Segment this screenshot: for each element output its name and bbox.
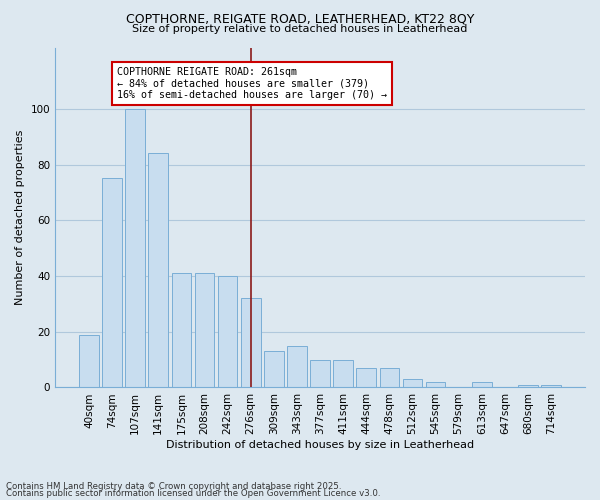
Bar xyxy=(241,298,260,388)
Bar xyxy=(287,346,307,388)
Bar xyxy=(148,154,168,388)
Text: COPTHORNE, REIGATE ROAD, LEATHERHEAD, KT22 8QY: COPTHORNE, REIGATE ROAD, LEATHERHEAD, KT… xyxy=(126,12,474,26)
Bar xyxy=(403,379,422,388)
Text: COPTHORNE REIGATE ROAD: 261sqm
← 84% of detached houses are smaller (379)
16% of: COPTHORNE REIGATE ROAD: 261sqm ← 84% of … xyxy=(116,67,386,100)
Bar xyxy=(102,178,122,388)
Bar xyxy=(79,334,99,388)
Bar xyxy=(194,273,214,388)
Bar xyxy=(172,273,191,388)
Bar xyxy=(380,368,399,388)
Bar xyxy=(264,351,284,388)
Bar xyxy=(518,384,538,388)
Bar xyxy=(125,109,145,388)
Bar xyxy=(356,368,376,388)
Bar xyxy=(426,382,445,388)
Text: Size of property relative to detached houses in Leatherhead: Size of property relative to detached ho… xyxy=(133,24,467,34)
Bar xyxy=(218,276,238,388)
Y-axis label: Number of detached properties: Number of detached properties xyxy=(15,130,25,305)
Bar xyxy=(310,360,330,388)
Bar xyxy=(541,384,561,388)
X-axis label: Distribution of detached houses by size in Leatherhead: Distribution of detached houses by size … xyxy=(166,440,474,450)
Bar xyxy=(472,382,491,388)
Text: Contains public sector information licensed under the Open Government Licence v3: Contains public sector information licen… xyxy=(6,490,380,498)
Bar xyxy=(334,360,353,388)
Text: Contains HM Land Registry data © Crown copyright and database right 2025.: Contains HM Land Registry data © Crown c… xyxy=(6,482,341,491)
